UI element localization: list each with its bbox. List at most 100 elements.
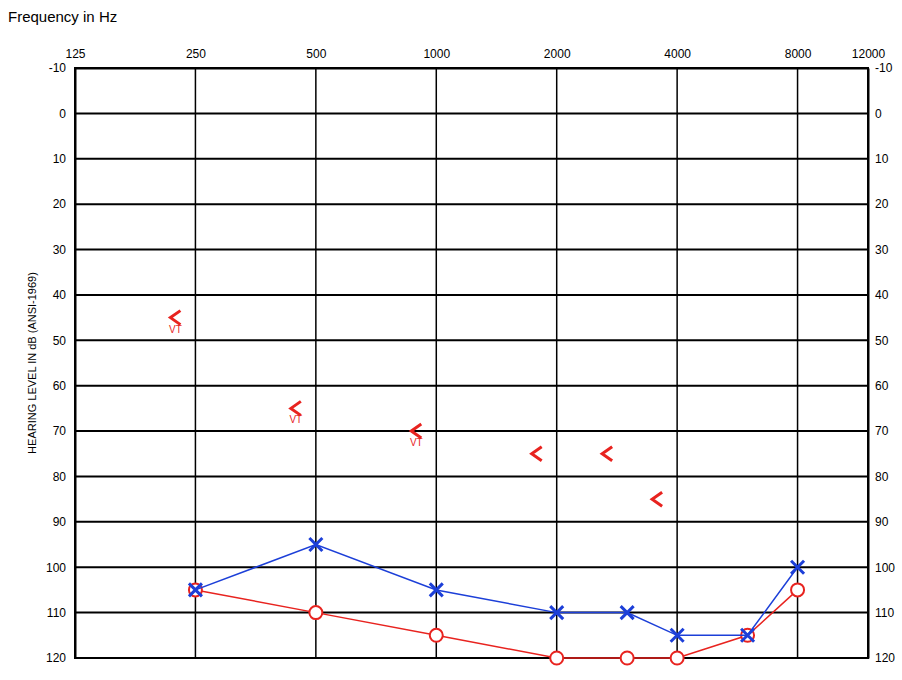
data-point	[602, 447, 612, 461]
tick: 40	[53, 288, 75, 302]
tick: 0	[868, 107, 882, 121]
tick: 4000	[664, 47, 691, 68]
data-point	[430, 583, 443, 596]
tick: 50	[53, 334, 75, 348]
data-point	[189, 583, 202, 596]
data-point	[621, 652, 634, 665]
data-point	[309, 606, 322, 619]
grid-line-y	[75, 249, 868, 251]
tick: 120	[868, 651, 895, 665]
tick: 80	[53, 470, 75, 484]
chart-container: 125250500100020004000800012000-100102030…	[0, 0, 902, 680]
tick: 125	[65, 47, 85, 68]
tick-label: 20	[53, 197, 67, 211]
tick-label: 30	[53, 243, 67, 257]
x-axis: 125250500100020004000800012000	[65, 47, 885, 69]
data-point	[430, 629, 443, 642]
tick-label: 50	[875, 334, 889, 348]
tick-label: 80	[53, 470, 67, 484]
tick-label: 40	[875, 288, 889, 302]
tick-label: 0	[875, 107, 882, 121]
tick-label: 30	[875, 243, 889, 257]
tick-label: 120	[875, 651, 895, 665]
tick: 40	[868, 288, 889, 302]
annotation: VT	[410, 437, 423, 448]
tick: 100	[46, 561, 75, 575]
grid	[75, 68, 868, 658]
tick-label: 70	[53, 424, 67, 438]
data-point	[291, 401, 301, 415]
grid-line-x	[676, 68, 678, 658]
tick: 70	[53, 424, 75, 438]
tick: 120	[46, 651, 75, 665]
data-point	[550, 606, 563, 619]
tick: 60	[868, 379, 889, 393]
y-axis-right: -100102030405060708090100110120	[868, 61, 895, 665]
tick-label: 500	[306, 47, 326, 61]
tick-label: 20	[875, 197, 889, 211]
tick: 70	[868, 424, 889, 438]
grid-line-y	[75, 475, 868, 477]
tick: 30	[868, 243, 889, 257]
tick-label: 120	[46, 651, 66, 665]
grid-line-x	[436, 68, 438, 658]
grid-line-y	[75, 203, 868, 205]
tick-label: 2000	[544, 47, 571, 61]
axis-line	[75, 69, 77, 659]
grid-line-y	[75, 385, 868, 387]
tick: 10	[868, 152, 889, 166]
tick: 20	[53, 197, 75, 211]
tick: 100	[868, 561, 895, 575]
tick: 90	[868, 515, 889, 529]
tick-label: 100	[46, 561, 66, 575]
tick: 10	[53, 152, 75, 166]
tick: 60	[53, 379, 75, 393]
tick: 30	[53, 243, 75, 257]
annotation: VT	[289, 414, 302, 425]
tick: -10	[49, 61, 75, 75]
tick-label: 110	[875, 606, 894, 620]
tick-label: 10	[53, 152, 67, 166]
data-point	[170, 311, 180, 325]
tick: 110	[868, 606, 894, 620]
grid-line-x	[195, 68, 197, 658]
tick: 250	[186, 47, 206, 68]
data-point	[791, 561, 804, 574]
series-line	[195, 590, 797, 658]
data-point	[532, 447, 542, 461]
data-point	[671, 629, 684, 642]
grid-line-y	[75, 566, 868, 568]
grid-line-y	[75, 430, 868, 432]
tick: 8000	[785, 47, 812, 68]
tick-label: 80	[875, 470, 889, 484]
data-point	[309, 538, 322, 551]
grid-line-x	[556, 68, 558, 658]
tick: 90	[53, 515, 75, 529]
tick-label: 125	[65, 47, 85, 61]
data-point	[621, 606, 634, 619]
grid-line-y	[75, 112, 868, 114]
data-point	[741, 629, 754, 642]
axis-line	[76, 68, 869, 70]
y-axis-title: HEARING LEVEL IN dB (ANSI-1969)	[26, 272, 38, 454]
data-point	[189, 583, 202, 596]
data-point	[791, 583, 804, 596]
data-point	[652, 492, 662, 506]
plot-area	[170, 311, 804, 665]
tick-label: 60	[875, 379, 889, 393]
series-line	[195, 545, 797, 636]
tick: 2000	[544, 47, 571, 68]
tick-label: 90	[875, 515, 889, 529]
tick-label: 110	[47, 606, 66, 620]
data-point	[550, 652, 563, 665]
tick: 80	[868, 470, 889, 484]
tick-label: 4000	[664, 47, 691, 61]
data-point	[411, 424, 421, 438]
plot-frame	[75, 68, 868, 658]
y-axis-left: -10 0 10 20 30 40 50 60 70 80 90 100 110 120	[46, 61, 76, 665]
tick-label: 70	[875, 424, 889, 438]
annotation: VT	[169, 324, 182, 335]
tick-label: -10	[49, 61, 67, 75]
tick: 500	[306, 47, 326, 68]
tick-label: 0	[59, 107, 66, 121]
